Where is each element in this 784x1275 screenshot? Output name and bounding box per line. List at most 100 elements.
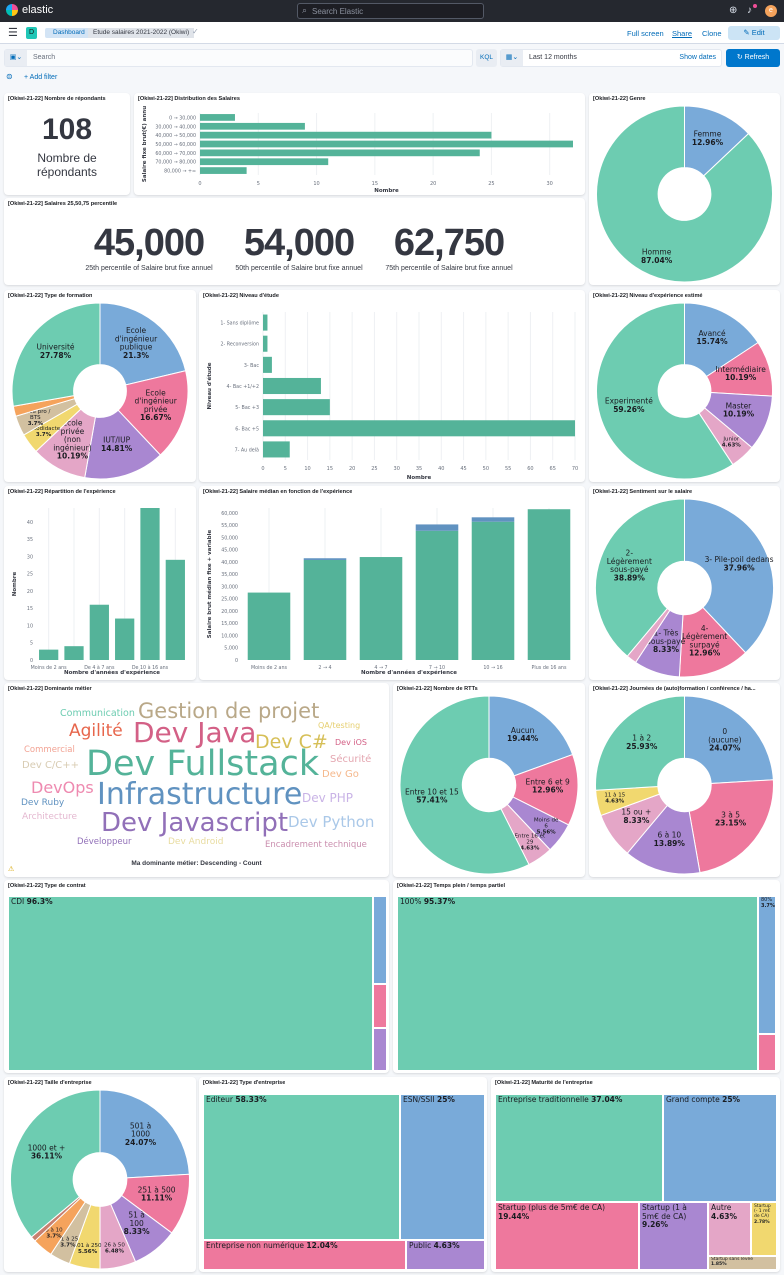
notifications-icon[interactable]: ♪ [747, 5, 752, 16]
treemap-cell-80[interactable]: 80% 3.7% [758, 896, 776, 1034]
treemap-cell-public[interactable]: Public 4.63% [406, 1240, 485, 1270]
full-screen-link[interactable]: Full screen [627, 29, 664, 38]
x-tick-label: 5 [257, 181, 260, 187]
search-input[interactable]: Search [33, 54, 56, 61]
cell-pct: 95.37% [423, 897, 456, 906]
query-bar[interactable]: ▣⌄ Search [4, 49, 473, 67]
panel-percentiles: [Okiwi-21-22] Salaires 25,50,75 percenti… [4, 198, 585, 285]
word-agilite: Agilité [69, 721, 123, 741]
word-dev-java: Dev Java [133, 716, 257, 749]
y-tick-label: 40,000 → 50,000 [155, 133, 196, 139]
pencil-icon: ✎ [743, 28, 752, 37]
pie-pct: 19.44% [507, 734, 539, 743]
x-tick-label: 10 → 16 [483, 665, 502, 671]
warning-icon[interactable]: ⚠ [8, 866, 15, 873]
refresh-button[interactable]: ↻ Refresh [726, 49, 780, 67]
kql-toggle[interactable]: KQL [476, 49, 497, 67]
panel-experience-level: [Okiwi-21-22] Niveau d'expérience estimé… [589, 290, 780, 482]
x-tick-label: Moins de 2 ans [31, 665, 68, 671]
y-tick-label: 80,000 → +∞ [164, 169, 196, 175]
filter-icon[interactable]: ⊜ [6, 72, 13, 81]
pie-pct: 23.15% [715, 819, 747, 828]
treemap-cell-non-numerique[interactable]: Entreprise non numérique 12.04% [203, 1240, 406, 1270]
user-avatar[interactable]: e [765, 5, 777, 17]
bar [247, 592, 291, 660]
date-picker[interactable]: ▦⌄ Last 12 months Show dates [500, 49, 722, 67]
pie-label: Avancé 15.74% [696, 329, 728, 346]
bar [200, 140, 573, 148]
space-badge[interactable]: D [26, 27, 37, 39]
word-dev-android: Dev Android [168, 837, 224, 847]
panel-title: [Okiwi-21-22] Temps plein / temps partie… [397, 883, 506, 889]
bar [303, 558, 347, 560]
pie-label-line: Experimenté [605, 397, 653, 406]
treemap-cell-autre[interactable]: Autre 4.63% [708, 1202, 751, 1256]
treemap-cell[interactable] [373, 896, 387, 984]
top-header: elastic Search Elastic ⊕ ♪ e [0, 0, 784, 22]
word-architecture: Architecture [22, 812, 78, 822]
x-tick-label: 0 [198, 181, 201, 187]
treemap-cell[interactable] [373, 1028, 387, 1071]
word-infrastructure: Infrastructure [97, 777, 303, 812]
breadcrumb-dashboard[interactable]: Dashboard [45, 28, 93, 38]
edit-button[interactable]: ✎ Edit [728, 26, 780, 40]
bar [303, 559, 347, 660]
add-filter-link[interactable]: + Add filter [24, 74, 58, 81]
y-tick-label: 70,000 → 80,000 [155, 160, 196, 166]
sentiment-pie: 3- Pile-poil dedans 37.96%4-Légèrement sur… [595, 498, 774, 678]
pie-label-line: 0 [722, 727, 727, 736]
help-icon[interactable]: ⊕ [729, 5, 738, 16]
pie-pct: 3.7% [60, 1243, 76, 1249]
show-dates-link[interactable]: Show dates [679, 54, 716, 61]
pie-label-line: Intermédiaire [715, 365, 766, 374]
share-link[interactable]: Share [672, 29, 693, 38]
pie-pct: 6.48% [105, 1249, 125, 1255]
treemap-cell-traditionnelle[interactable]: Entreprise traditionnelle 37.04% [495, 1094, 663, 1202]
pie-label-line: ingénieur) [53, 443, 92, 452]
elastic-logo[interactable]: elastic [6, 4, 53, 16]
x-tick-label: 20 [349, 466, 355, 472]
saved-query-dropdown[interactable]: ▣⌄ [5, 50, 27, 66]
menu-icon[interactable]: ☰ [8, 27, 18, 39]
y-tick-label: 35 [27, 537, 33, 543]
word-gestion-de-projet: Gestion de projet [138, 699, 320, 723]
treemap-cell-100[interactable]: 100% 95.37% [397, 896, 758, 1071]
global-search-input[interactable]: Search Elastic [297, 3, 484, 19]
x-tick-label: 55 [505, 466, 511, 472]
x-tick-label: 30 [547, 181, 553, 187]
treemap-cell-startup-moins-1m[interactable]: Startup (- 1 m€ de CA) 2.78% [751, 1202, 777, 1256]
time-range[interactable]: Last 12 months [529, 54, 577, 61]
p75-value: 62,750 [393, 222, 505, 264]
bar [200, 114, 235, 121]
cell-label: Editeur [206, 1095, 233, 1104]
clone-link[interactable]: Clone [702, 29, 722, 38]
treemap-cell-sans-levee[interactable]: Startup sans levée 1.85% [708, 1256, 777, 1270]
treemap-cell-esn[interactable]: ESN/SSII 25% [400, 1094, 485, 1240]
pie-label-line: Lycée pro / [20, 408, 50, 415]
treemap-cell-startup-plus-5m[interactable]: Startup (plus de 5m€ de CA) 19.44% [495, 1202, 639, 1270]
y-tick-label: 10,000 [221, 633, 238, 639]
cell-label: Autre [711, 1203, 732, 1212]
treemap-cell-startup-1-5m[interactable]: Startup (1 à 5m€ de CA) 9.26% [639, 1202, 708, 1270]
x-tick-label: 7 → 10 [429, 665, 445, 671]
panel-title: [Okiwi-21-22] Dominante métier [8, 686, 92, 692]
pie-label-line: d'ingénieur [115, 334, 158, 343]
treemap-cell[interactable] [758, 1034, 776, 1071]
pie-label-line: 101 à 250 [74, 1242, 102, 1249]
x-tick-label: 25 [371, 466, 377, 472]
pie-pct: 12.96% [692, 138, 724, 147]
cell-pct: 25% [722, 1095, 741, 1104]
pie-label: 251 à 500 11.11% [138, 1185, 176, 1202]
panel-formation: [Okiwi-21-22] Type de formation Ecole d'i… [4, 290, 196, 482]
pie-label-line: Junior [722, 437, 739, 443]
treemap-cell-cdi[interactable]: CDI 96.3% [8, 896, 373, 1071]
word-dev-ios: Dev iOS [335, 738, 367, 747]
treemap-cell-grand-compte[interactable]: Grand compte 25% [663, 1094, 777, 1202]
calendar-icon[interactable]: ▦⌄ [501, 50, 523, 66]
treemap-cell-editeur[interactable]: Editeur 58.33% [203, 1094, 400, 1240]
panel-contrat: [Okiwi-21-22] Type de contrat CDI 96.3% [4, 880, 389, 1073]
cell-pct: 1.85% [711, 1261, 727, 1267]
pie-slice [11, 302, 101, 407]
treemap-cell[interactable] [373, 984, 387, 1028]
pie-pct: 3.7% [36, 432, 52, 438]
